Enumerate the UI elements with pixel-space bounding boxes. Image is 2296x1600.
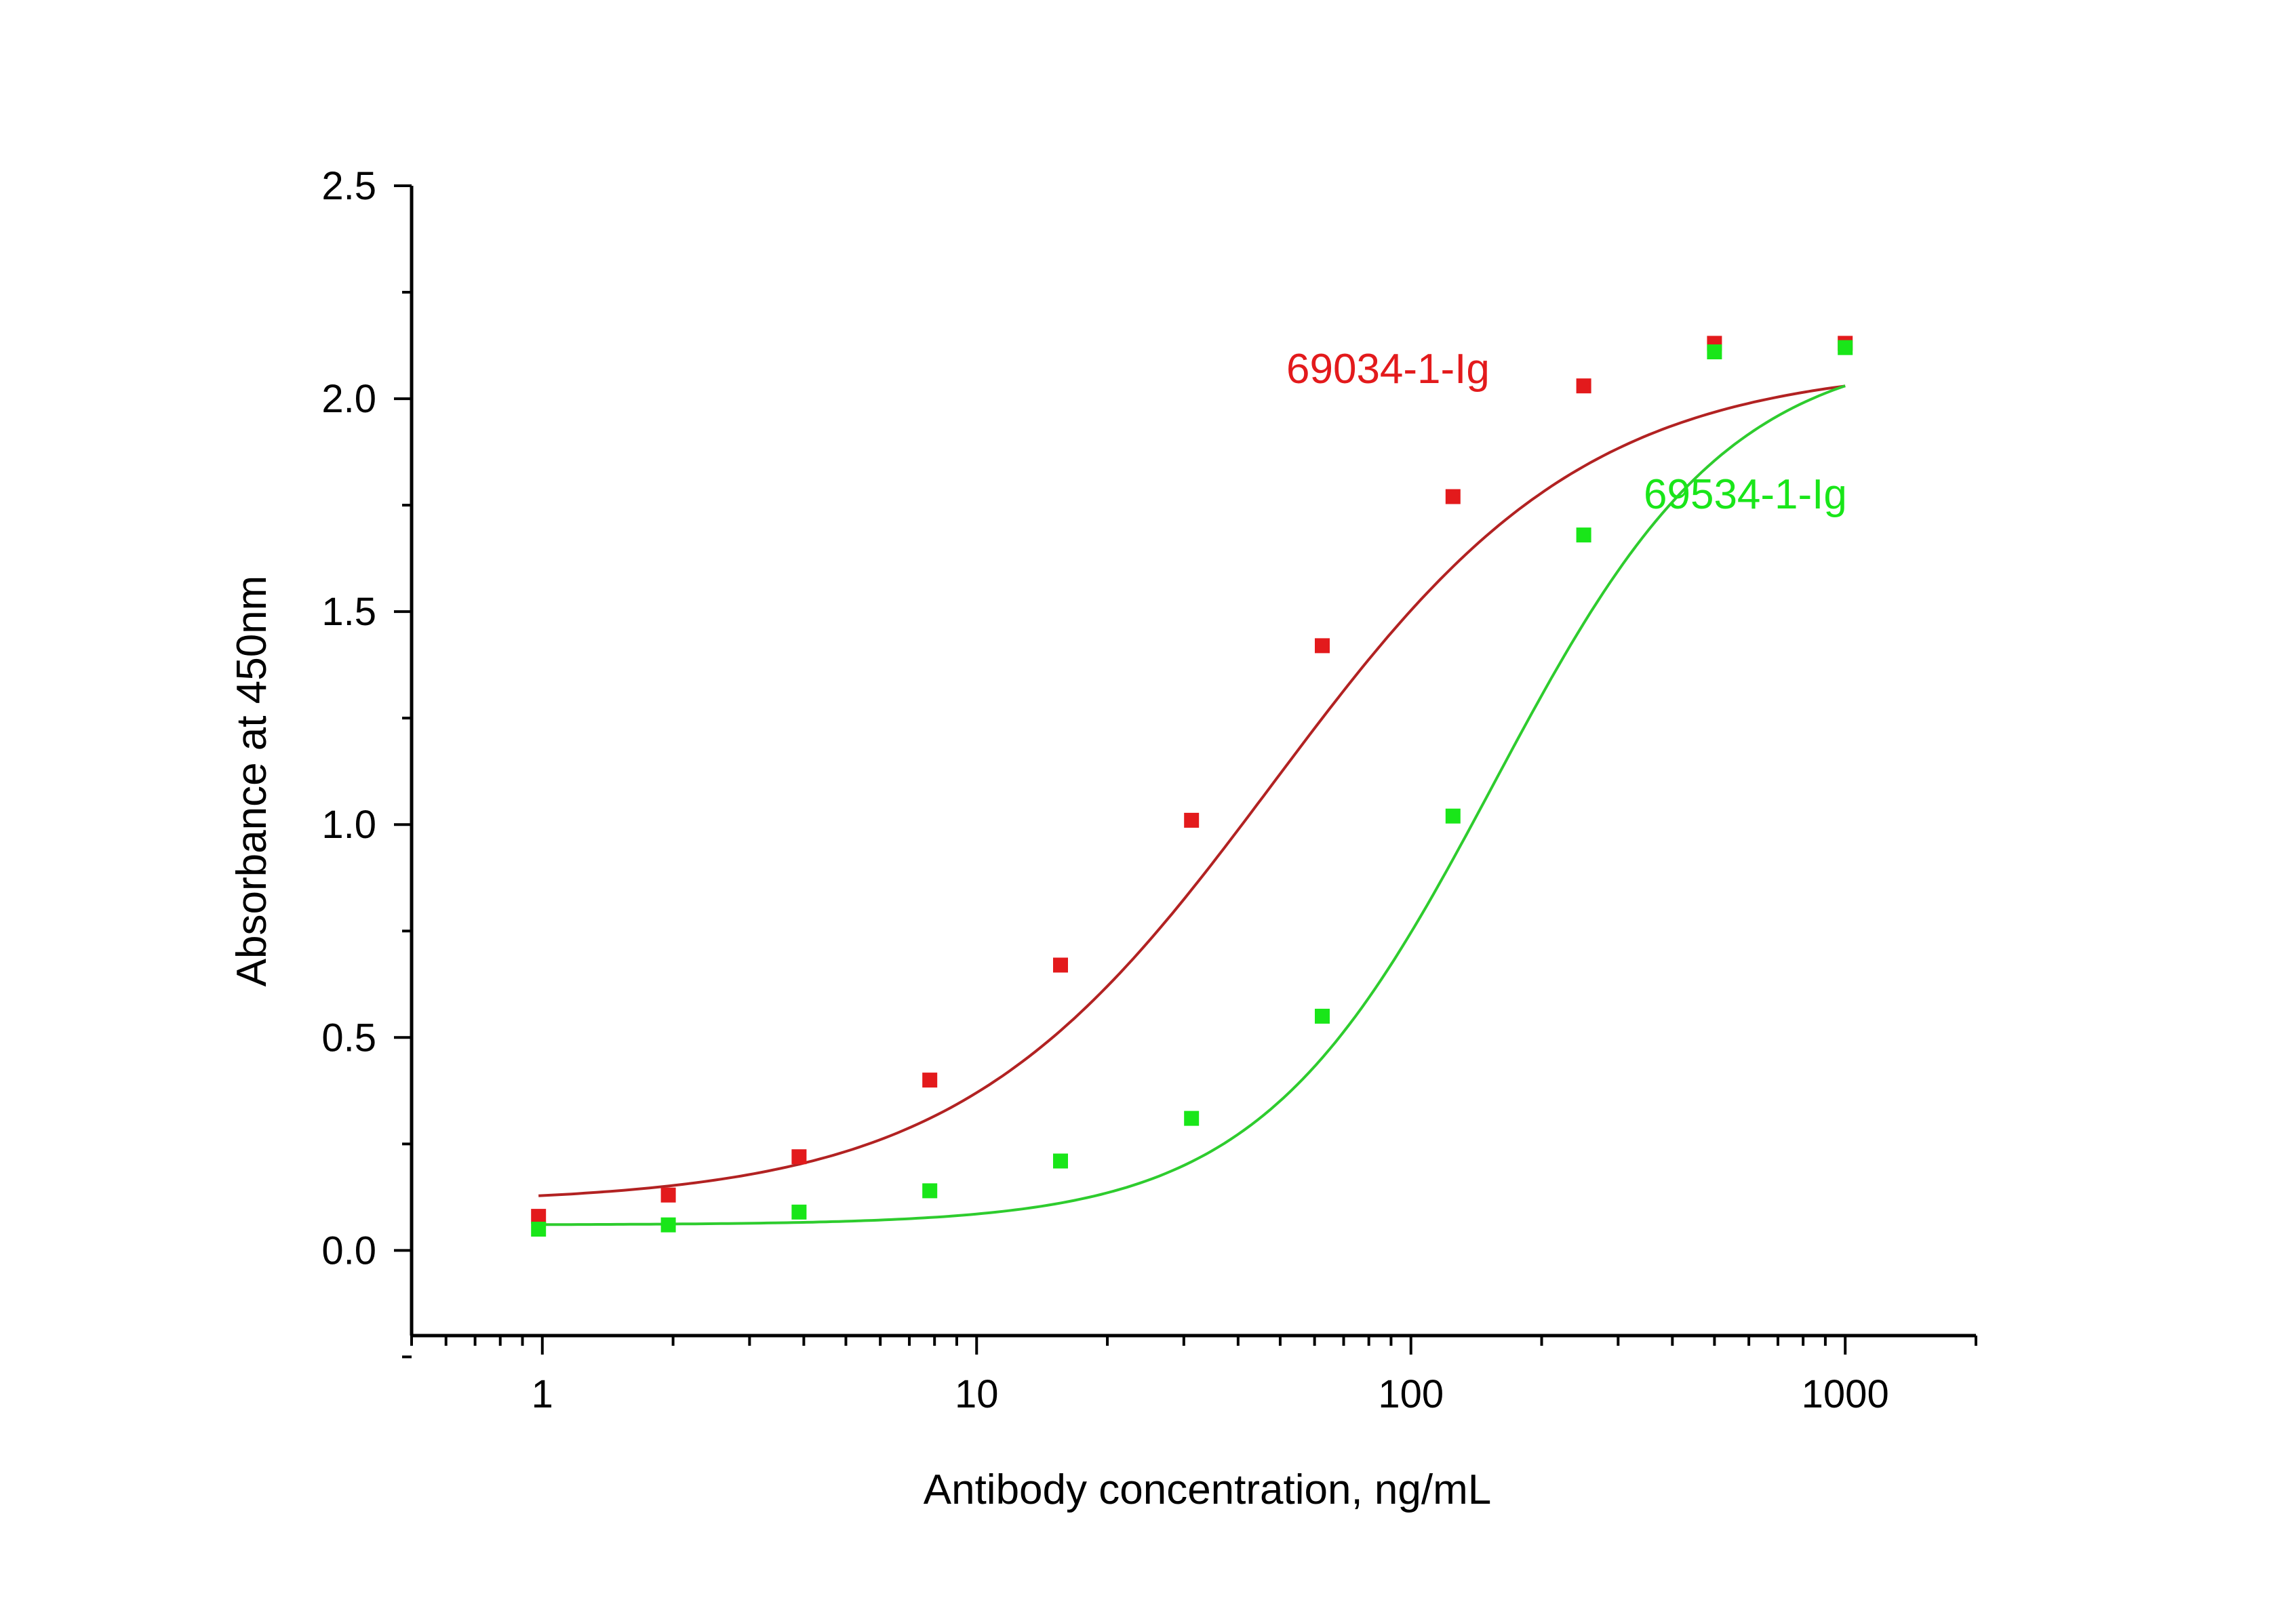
series-label: 69034-1-Ig: [1286, 346, 1490, 393]
data-point: [531, 1209, 546, 1224]
data-point: [791, 1149, 806, 1164]
data-point: [922, 1183, 937, 1198]
tick-marks: [394, 186, 1976, 1357]
x-tick-label: 1000: [1802, 1372, 1889, 1416]
data-point: [1184, 813, 1199, 828]
tick-labels: 0.0 0.5 1.0 1.5 2.0 2.5 1 10 100 1000: [321, 164, 1888, 1416]
data-point: [1707, 344, 1722, 359]
data-point: [1315, 1009, 1330, 1024]
x-tick-label: 1: [532, 1372, 553, 1416]
y-axis-title: Absorbance at 450nm: [229, 576, 275, 987]
data-point: [1184, 1111, 1199, 1126]
y-tick-label: 1.5: [321, 590, 376, 634]
y-tick-label: 0.5: [321, 1016, 376, 1060]
y-tick-label: 2.0: [321, 377, 376, 421]
y-tick-label: 2.5: [321, 164, 376, 208]
data-point: [531, 1222, 546, 1237]
data-point: [1838, 340, 1853, 355]
series-labels: 69034-1-Ig 69534-1-Ig: [1286, 346, 1847, 518]
data-point: [1315, 638, 1330, 653]
data-point: [922, 1073, 937, 1087]
data-point: [1446, 809, 1461, 824]
x-tick-label: 100: [1378, 1372, 1444, 1416]
x-axis-title: Antibody concentration, ng/mL: [924, 1466, 1492, 1513]
data-point: [1446, 489, 1461, 504]
data-point: [791, 1205, 806, 1220]
data-point: [1053, 958, 1068, 973]
data-point: [661, 1188, 676, 1203]
axes: [412, 186, 1976, 1336]
data-point: [661, 1218, 676, 1233]
y-tick-label: 1.0: [321, 803, 376, 847]
data-point: [1577, 527, 1591, 542]
series-label: 69534-1-Ig: [1644, 471, 1847, 518]
data-point: [1577, 378, 1591, 393]
y-tick-label: 0.0: [321, 1228, 376, 1273]
x-tick-label: 10: [955, 1372, 999, 1416]
data-point: [1053, 1154, 1068, 1169]
